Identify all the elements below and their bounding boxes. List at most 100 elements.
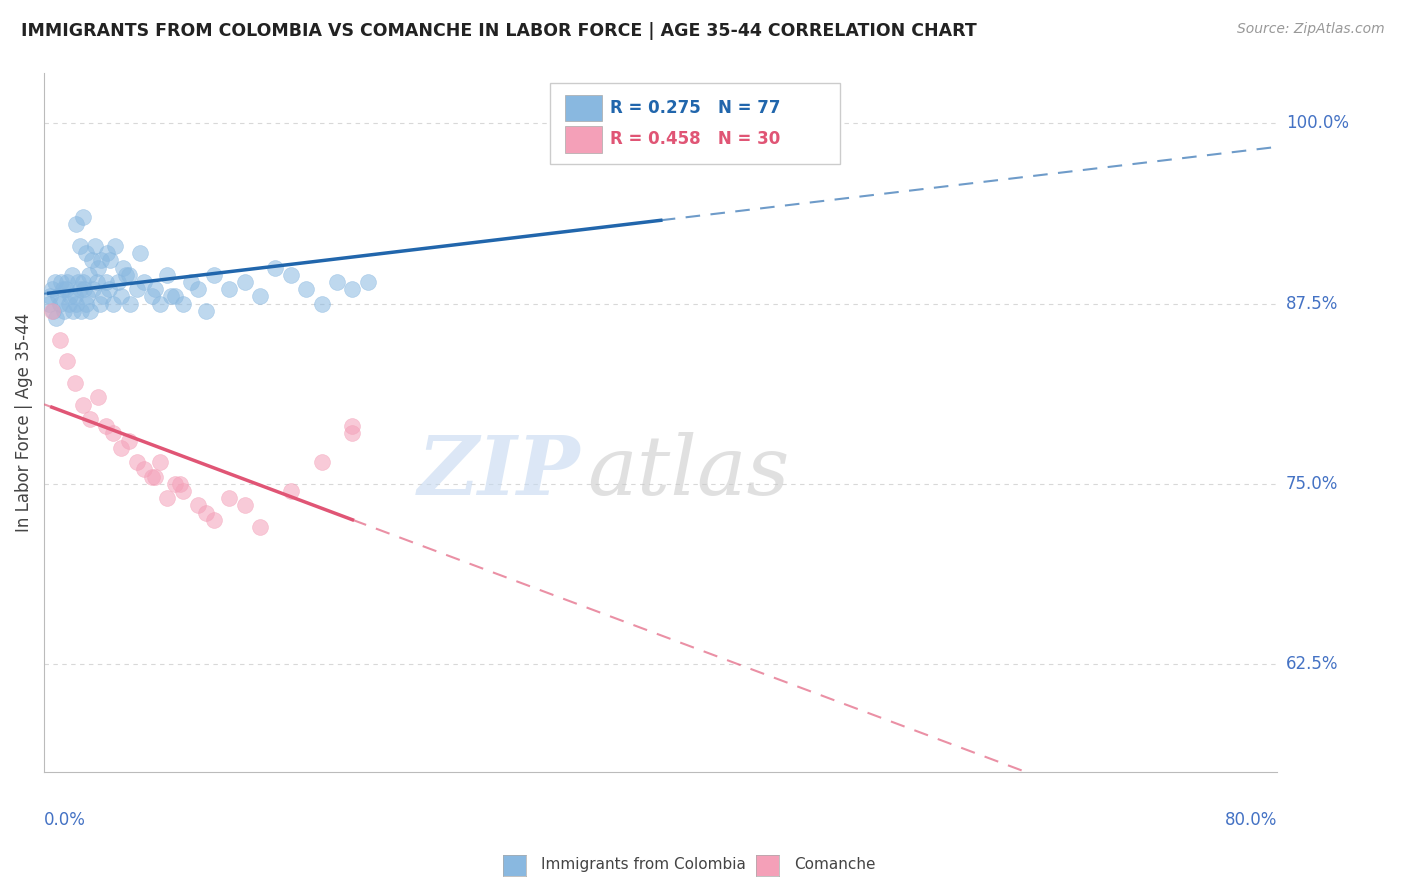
Point [357, 275, 380, 289]
Point [111, 260, 134, 275]
FancyBboxPatch shape [565, 95, 602, 121]
Point [63, 376, 86, 390]
Point [45, 311, 67, 326]
Point [48, 296, 70, 310]
Point [249, 289, 271, 303]
Point [187, 282, 209, 296]
Point [75, 296, 97, 310]
Text: ZIP: ZIP [418, 432, 581, 511]
Point [52, 282, 75, 296]
Point [42, 303, 65, 318]
Point [342, 426, 364, 441]
Point [172, 296, 194, 310]
Point [86, 275, 108, 289]
Point [58, 296, 80, 310]
Point [118, 268, 141, 282]
Point [70, 303, 93, 318]
Point [118, 434, 141, 448]
Text: R = 0.458   N = 30: R = 0.458 N = 30 [610, 130, 780, 148]
Point [87, 390, 110, 404]
Point [342, 282, 364, 296]
Point [120, 296, 142, 310]
Point [202, 268, 225, 282]
Point [165, 476, 187, 491]
Point [180, 275, 202, 289]
Point [49, 275, 72, 289]
Point [149, 455, 172, 469]
Point [195, 506, 218, 520]
Point [75, 246, 97, 260]
Point [159, 289, 181, 303]
Point [87, 260, 110, 275]
Point [169, 476, 191, 491]
Text: 80.0%: 80.0% [1225, 811, 1278, 829]
Point [77, 268, 100, 282]
Point [65, 218, 87, 232]
Point [141, 469, 163, 483]
Text: R = 0.275   N = 77: R = 0.275 N = 77 [610, 99, 780, 117]
Point [125, 455, 148, 469]
Point [56, 354, 79, 368]
Point [134, 275, 156, 289]
Point [110, 441, 132, 455]
Point [143, 282, 166, 296]
Point [342, 419, 364, 434]
Point [143, 469, 166, 483]
Point [97, 282, 120, 296]
Point [103, 426, 125, 441]
Text: Immigrants from Colombia: Immigrants from Colombia [541, 857, 747, 872]
Point [650, 109, 672, 123]
Text: IMMIGRANTS FROM COLOMBIA VS COMANCHE IN LABOR FORCE | AGE 35-44 CORRELATION CHAR: IMMIGRANTS FROM COLOMBIA VS COMANCHE IN … [21, 22, 977, 40]
Point [249, 520, 271, 534]
Point [110, 289, 132, 303]
Point [104, 239, 127, 253]
Text: 62.5%: 62.5% [1286, 655, 1339, 673]
Point [60, 268, 83, 282]
Point [107, 275, 129, 289]
Point [156, 268, 179, 282]
Point [56, 275, 79, 289]
Point [69, 282, 91, 296]
Text: 75.0%: 75.0% [1286, 475, 1339, 493]
Point [187, 499, 209, 513]
Point [91, 289, 114, 303]
Point [125, 282, 148, 296]
Point [90, 253, 112, 268]
Point [89, 296, 111, 310]
Point [69, 239, 91, 253]
Point [218, 491, 240, 506]
Point [114, 268, 136, 282]
Point [72, 398, 94, 412]
Point [103, 296, 125, 310]
Point [172, 484, 194, 499]
Point [41, 303, 63, 318]
Point [82, 282, 104, 296]
Text: 100.0%: 100.0% [1286, 114, 1348, 132]
Point [149, 296, 172, 310]
Point [41, 282, 63, 296]
Point [165, 289, 187, 303]
Point [94, 275, 117, 289]
Point [46, 289, 69, 303]
Point [280, 484, 302, 499]
Point [141, 289, 163, 303]
Point [76, 289, 98, 303]
Point [63, 289, 86, 303]
Text: atlas: atlas [586, 432, 789, 511]
Point [79, 303, 101, 318]
Point [65, 296, 87, 310]
Point [311, 455, 333, 469]
Point [195, 303, 218, 318]
Point [48, 333, 70, 347]
Point [218, 282, 240, 296]
Point [233, 275, 256, 289]
Point [44, 275, 66, 289]
Point [53, 303, 76, 318]
Point [156, 491, 179, 506]
Point [79, 412, 101, 426]
Point [59, 289, 82, 303]
Point [80, 253, 103, 268]
Point [73, 282, 96, 296]
Point [100, 253, 122, 268]
Point [62, 303, 84, 318]
